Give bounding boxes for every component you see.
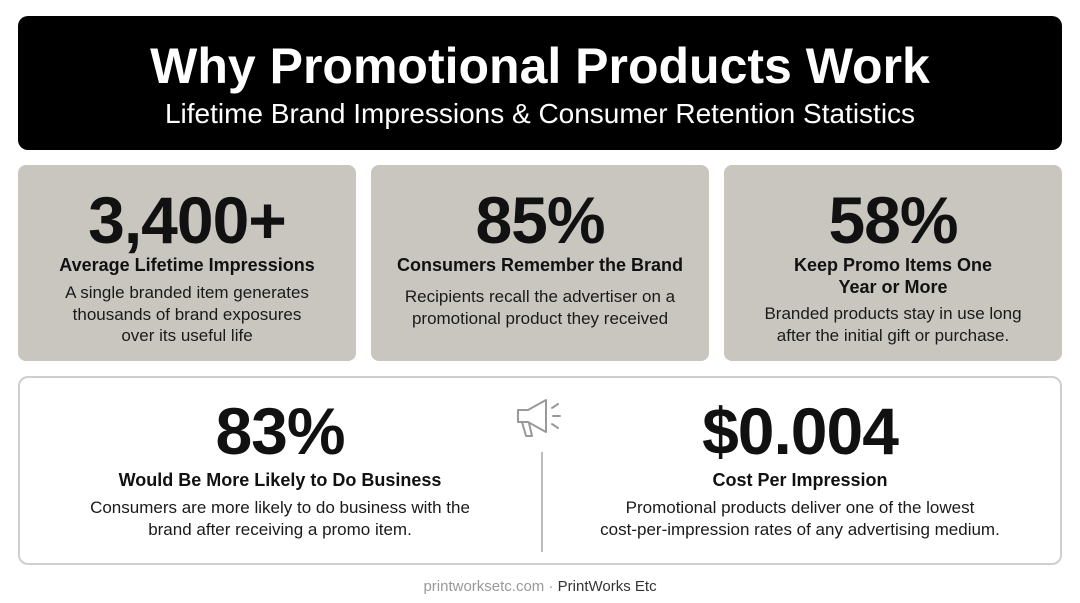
highlight-panel: 83% Would Be More Likely to Do Business … bbox=[18, 376, 1062, 565]
text-line: brand after receiving a promo item. bbox=[148, 519, 412, 539]
text-line: promotional product they received bbox=[411, 308, 669, 328]
stat-label: Average Lifetime Impressions bbox=[18, 254, 356, 276]
stat-value: 58% bbox=[828, 183, 958, 257]
stat-label: Cost Per Impression bbox=[540, 469, 1060, 491]
footer-brand: PrintWorks Etc bbox=[557, 578, 657, 595]
text-line: Promotional products deliver one of the … bbox=[625, 498, 975, 517]
stat-description: Recipients recall the advertiser on a pro… bbox=[371, 286, 709, 329]
stat-label: Would Be More Likely to Do Business bbox=[20, 469, 540, 491]
stat-value: 85% bbox=[475, 183, 605, 257]
stat-description: A single branded item generates thousands… bbox=[18, 282, 356, 347]
text-line: Consumers Remember the Brand bbox=[396, 255, 684, 275]
stat-value: $0.004 bbox=[702, 394, 899, 468]
stat-card: 85% Consumers Remember the Brand Recipie… bbox=[371, 165, 709, 361]
text-line: Year or More bbox=[838, 277, 948, 297]
stat-label: Keep Promo Items One Year or More bbox=[724, 254, 1062, 298]
stat-block: $0.004 Cost Per Impression Promotional p… bbox=[540, 378, 1060, 563]
text-line: Consumers are more likely to do business… bbox=[90, 498, 470, 517]
text-line: A single branded item generates bbox=[65, 283, 309, 302]
stat-description: Consumers are more likely to do business… bbox=[20, 497, 540, 540]
subtitle: Lifetime Brand Impressions & Consumer Re… bbox=[164, 98, 916, 129]
stat-description: Promotional products deliver one of the … bbox=[540, 497, 1060, 540]
stat-block: 83% Would Be More Likely to Do Business … bbox=[20, 378, 540, 563]
text-line: after the initial gift or purchase. bbox=[776, 325, 1010, 345]
stat-description: Branded products stay in use long after t… bbox=[724, 303, 1062, 346]
text-line: over its useful life bbox=[121, 326, 253, 345]
footer-site: printworksetc.com bbox=[423, 578, 545, 595]
header: Why Promotional Products Work Lifetime B… bbox=[18, 16, 1062, 150]
stat-value: 83% bbox=[215, 394, 345, 468]
text-line: Keep Promo Items One bbox=[793, 255, 993, 275]
footer: printworksetc.com · PrintWorks Etc bbox=[423, 578, 657, 595]
text-line: Branded products stay in use long bbox=[764, 304, 1022, 323]
stat-card: 3,400+ Average Lifetime Impressions A si… bbox=[18, 165, 356, 361]
text-line: thousands of brand exposures bbox=[72, 304, 302, 324]
text-line: cost-per-impression rates of any adverti… bbox=[600, 519, 1000, 539]
divider-icon bbox=[517, 399, 561, 552]
stat-label: Consumers Remember the Brand bbox=[371, 254, 709, 276]
stat-value: 3,400+ bbox=[88, 183, 287, 257]
title: Why Promotional Products Work bbox=[150, 38, 930, 94]
text-line: Cost Per Impression bbox=[712, 470, 888, 490]
text-line: Average Lifetime Impressions bbox=[59, 255, 315, 275]
stat-card: 58% Keep Promo Items One Year or More Bra… bbox=[724, 165, 1062, 361]
text-line: Recipients recall the advertiser on a bbox=[404, 287, 676, 306]
text-line: Would Be More Likely to Do Business bbox=[118, 470, 442, 490]
